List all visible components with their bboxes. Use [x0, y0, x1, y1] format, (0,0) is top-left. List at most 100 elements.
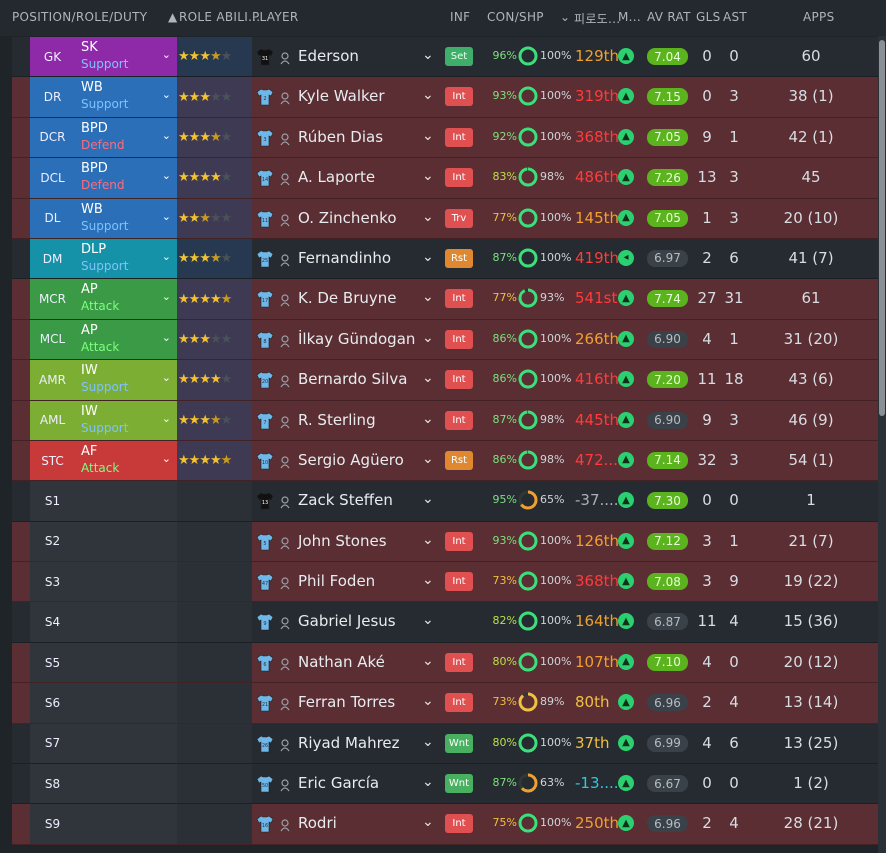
inf-badge[interactable]: Rst: [445, 450, 473, 470]
player-name[interactable]: Nathan Aké: [298, 652, 385, 671]
table-row[interactable]: AMR IW Support ⌄ ★ ★ ★ ★ ★ 20 Bernardo Silva ⌄ Int 86…: [12, 360, 878, 401]
header-position-role-duty[interactable]: POSITION/ROLE/DUTY: [12, 10, 148, 24]
player-chevron-down-icon[interactable]: ⌄: [422, 370, 434, 387]
role-duty-selector[interactable]: IW Support ⌄: [75, 360, 177, 400]
sort-ascending-icon[interactable]: ▲: [168, 10, 178, 24]
header-con-shp[interactable]: CON/SHP: [487, 10, 544, 24]
table-row[interactable]: DCR BPD Defend ⌄ ★ ★ ★ ★ ★ 3 Rúben Dias ⌄ Int 92% 100%…: [12, 117, 878, 159]
inf-badge[interactable]: Set: [445, 47, 473, 66]
player-chevron-down-icon[interactable]: ⌄: [422, 248, 434, 265]
table-row[interactable]: DL WB Support ⌄ ★ ★ ★ ★ ★ 11 O. Zinchenko ⌄ Trv 77% 10…: [12, 198, 878, 239]
table-row[interactable]: S6 21 Ferran Torres ⌄ Int 73% 89% 80th ▲ 6.96 2 4 13…: [12, 683, 878, 724]
inf-badge[interactable]: Wnt: [445, 733, 473, 753]
player-chevron-down-icon[interactable]: ⌄: [422, 208, 434, 225]
inf-badge[interactable]: Trv: [445, 208, 473, 228]
inf-badge[interactable]: Int: [445, 814, 473, 834]
player-name[interactable]: Rúben Dias: [298, 127, 384, 146]
inf-badge[interactable]: Int: [445, 370, 473, 390]
player-chevron-down-icon[interactable]: ⌄: [422, 87, 434, 104]
player-name[interactable]: Phil Foden: [298, 572, 376, 591]
scrollbar[interactable]: [878, 36, 886, 853]
inf-badge[interactable]: Int: [445, 693, 473, 713]
player-name[interactable]: Bernardo Silva: [298, 370, 408, 389]
scrollbar-thumb[interactable]: [879, 40, 885, 416]
chevron-down-icon[interactable]: ⌄: [161, 330, 171, 344]
table-row[interactable]: MCR AP Attack ⌄ ★ ★ ★ ★ ★ 17 K. De Bruyne ⌄ Int 77% 93…: [12, 279, 878, 320]
player-chevron-down-icon[interactable]: ⌄: [422, 410, 434, 427]
role-duty-selector[interactable]: BPD Defend ⌄: [75, 117, 177, 158]
inf-badge[interactable]: Int: [445, 329, 473, 349]
player-chevron-down-icon[interactable]: ⌄: [422, 450, 434, 467]
header-ast[interactable]: AST: [723, 10, 748, 24]
table-row[interactable]: STC AF Attack ⌄ ★ ★ ★ ★ ★ 10 Sergio Agüero ⌄ Rst 86% 9…: [12, 440, 878, 482]
table-row[interactable]: GK SK Support ⌄ ★ ★ ★ ★ ★ 31 Ederson ⌄ Set 96% 100% 129…: [12, 37, 878, 78]
player-name[interactable]: K. De Bruyne: [298, 289, 397, 308]
player-chevron-down-icon[interactable]: ⌄: [422, 329, 434, 346]
inf-badge[interactable]: Int: [445, 87, 473, 107]
header-role-ability[interactable]: ROLE ABILI...: [179, 10, 261, 24]
role-duty-selector[interactable]: SK Support ⌄: [75, 37, 177, 77]
player-chevron-down-icon[interactable]: ⌄: [422, 652, 434, 669]
inf-badge[interactable]: Int: [445, 410, 473, 430]
table-row[interactable]: S7 26 Riyad Mahrez ⌄ Wnt 80% 100% 37th ▲ 6.99 4 6 13…: [12, 723, 878, 765]
inf-badge[interactable]: Int: [445, 572, 473, 592]
header-player[interactable]: PLAYER: [252, 10, 299, 24]
table-row[interactable]: S3 47 Phil Foden ⌄ Int 73% 100% 368th ▲ 7.08 3 9 19 …: [12, 562, 878, 603]
player-name[interactable]: Sergio Agüero: [298, 450, 404, 469]
inf-badge[interactable]: Int: [445, 289, 473, 309]
table-row[interactable]: S4 9 Gabriel Jesus ⌄ 82% 100% 164th ▲ 6.87 11 4 15 …: [12, 602, 878, 643]
inf-badge[interactable]: Wnt: [445, 774, 473, 794]
player-name[interactable]: Ferran Torres: [298, 693, 396, 712]
player-name[interactable]: Fernandinho: [298, 248, 392, 267]
header-gls[interactable]: GLS: [696, 10, 721, 24]
player-chevron-down-icon[interactable]: ⌄: [422, 733, 434, 750]
player-chevron-down-icon[interactable]: ⌄: [422, 491, 434, 508]
player-chevron-down-icon[interactable]: ⌄: [422, 693, 434, 710]
inf-badge[interactable]: Int: [445, 531, 473, 551]
table-row[interactable]: AML IW Support ⌄ ★ ★ ★ ★ ★ 7 R. Sterling ⌄ Int 87% 98%…: [12, 400, 878, 441]
player-chevron-down-icon[interactable]: ⌄: [422, 572, 434, 589]
player-chevron-down-icon[interactable]: ⌄: [422, 127, 434, 144]
player-name[interactable]: Rodri: [298, 814, 337, 833]
inf-badge[interactable]: Int: [445, 652, 473, 672]
chevron-down-icon[interactable]: ⌄: [161, 371, 171, 385]
player-name[interactable]: İlkay Gündogan: [298, 329, 416, 348]
player-chevron-down-icon[interactable]: ⌄: [422, 289, 434, 306]
inf-badge[interactable]: Rst: [445, 248, 473, 268]
table-row[interactable]: DR WB Support ⌄ ★ ★ ★ ★ ★ 2 Kyle Walker ⌄ Int 93% 100%…: [12, 77, 878, 118]
chevron-down-icon[interactable]: ⌄: [161, 48, 171, 61]
chevron-down-icon[interactable]: ⌄: [161, 411, 171, 425]
player-name[interactable]: O. Zinchenko: [298, 208, 397, 227]
chevron-down-icon[interactable]: ⌄: [161, 290, 171, 304]
table-row[interactable]: S8 50 Eric García ⌄ Wnt 87% 63% -13.... ▲ 6.67 0 0 1…: [12, 764, 878, 805]
player-name[interactable]: Gabriel Jesus: [298, 612, 396, 631]
player-chevron-down-icon[interactable]: ⌄: [422, 774, 434, 791]
player-name[interactable]: John Stones: [298, 531, 387, 550]
inf-badge[interactable]: Int: [445, 127, 473, 147]
header-korean[interactable]: 피로도...: [574, 12, 621, 26]
table-row[interactable]: S1 13 Zack Steffen ⌄ 95% 65% -37.... ▲ 7.30 0 0 1: [12, 481, 878, 522]
player-name[interactable]: Kyle Walker: [298, 87, 385, 106]
header-av-rat[interactable]: AV RAT: [647, 10, 691, 24]
role-duty-selector[interactable]: AP Attack ⌄: [75, 279, 177, 319]
chevron-down-icon[interactable]: ⌄: [161, 209, 171, 223]
player-name[interactable]: Eric García: [298, 774, 380, 793]
table-row[interactable]: MCL AP Attack ⌄ ★ ★ ★ ★ ★ 8 İlkay Gündogan ⌄ Int 86% 1…: [12, 319, 878, 361]
player-chevron-down-icon[interactable]: ⌄: [422, 531, 434, 548]
chevron-down-icon[interactable]: ⌄: [161, 451, 171, 465]
table-row[interactable]: DCL BPD Defend ⌄ ★ ★ ★ ★ ★ 14 A. Laporte ⌄ Int 83% 98%…: [12, 158, 878, 199]
table-row[interactable]: DM DLP Support ⌄ ★ ★ ★ ★ ★ 25 Fernandinho ⌄ Rst 87% 10…: [12, 238, 878, 280]
role-duty-selector[interactable]: WB Support ⌄: [75, 198, 177, 238]
header-apps[interactable]: APPS: [803, 10, 835, 24]
role-duty-selector[interactable]: DLP Support ⌄: [75, 238, 177, 279]
player-chevron-down-icon[interactable]: ⌄: [422, 814, 434, 831]
player-name[interactable]: Riyad Mahrez: [298, 733, 400, 752]
player-chevron-down-icon[interactable]: ⌄: [422, 612, 434, 629]
role-duty-selector[interactable]: AF Attack ⌄: [75, 440, 177, 481]
player-chevron-down-icon[interactable]: ⌄: [422, 47, 434, 63]
player-name[interactable]: Ederson: [298, 47, 359, 65]
table-row[interactable]: S2 5 John Stones ⌄ Int 93% 100% 126th ▲ 7.12 3 1 21 …: [12, 521, 878, 563]
table-row[interactable]: S5 6 Nathan Aké ⌄ Int 80% 100% 107th ▲ 7.10 4 0 20 (…: [12, 642, 878, 684]
player-name[interactable]: A. Laporte: [298, 168, 376, 187]
header-inf[interactable]: INF: [450, 10, 471, 24]
